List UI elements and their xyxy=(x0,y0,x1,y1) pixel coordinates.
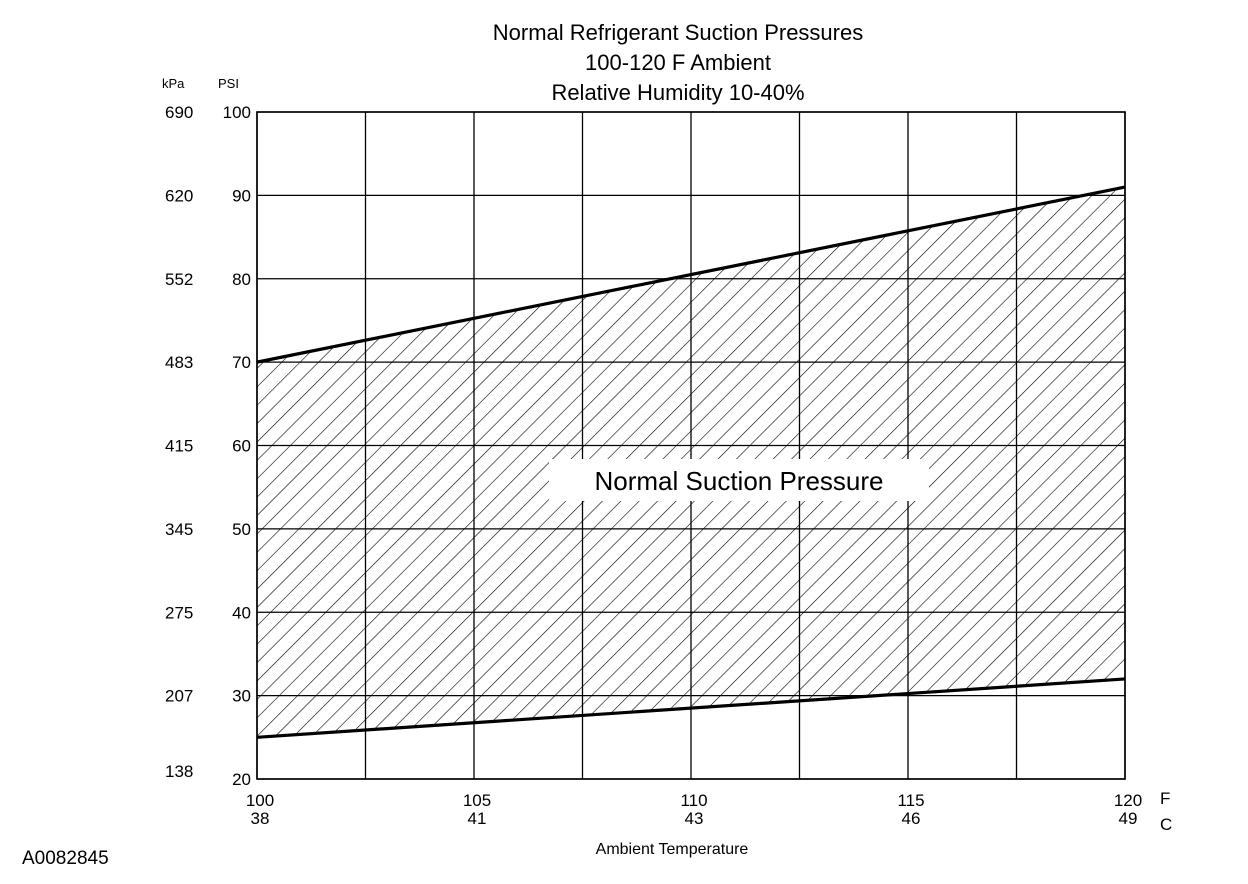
lower-limit-line xyxy=(256,677,1126,739)
y-tick-kpa: 138 xyxy=(165,762,193,781)
x-tick-f: 105 xyxy=(463,791,491,810)
y-tick-psi: 20 xyxy=(232,770,251,789)
y-tick-kpa: 690 xyxy=(165,103,193,122)
x-tick-c: 49 xyxy=(1119,809,1138,828)
y-tick-psi: 50 xyxy=(232,520,251,539)
y-tick-kpa: 345 xyxy=(165,520,193,539)
axis-label-layer: 20 138 30 207 40 275 50 345 60 415 70 483 80 552 90 620… xyxy=(162,76,1172,858)
y-tick-kpa: 552 xyxy=(165,270,193,289)
x-tick-c: 43 xyxy=(685,809,704,828)
y-tick-kpa: 275 xyxy=(165,603,193,622)
y-tick-psi: 70 xyxy=(232,353,251,372)
y-tick-kpa: 620 xyxy=(165,186,193,205)
y-tick-psi: 80 xyxy=(232,270,251,289)
figure-id: A0082845 xyxy=(22,848,109,869)
band-layer: Normal Suction Pressure xyxy=(256,185,1126,739)
chart-title-line-1: Normal Refrigerant Suction Pressures xyxy=(492,20,864,45)
x-unit-f: F xyxy=(1160,789,1170,808)
y-tick-kpa: 483 xyxy=(165,353,193,372)
band-label-background xyxy=(549,459,929,501)
x-unit-c: C xyxy=(1160,815,1172,834)
x-tick-c: 41 xyxy=(468,809,487,828)
y-unit-kpa: kPa xyxy=(162,76,185,91)
y-tick-psi: 30 xyxy=(232,687,251,706)
upper-limit-line xyxy=(256,185,1126,364)
x-tick-f: 110 xyxy=(680,791,707,810)
x-tick-c: 46 xyxy=(902,809,921,828)
y-tick-kpa: 415 xyxy=(165,437,193,456)
x-tick-f: 115 xyxy=(897,791,924,810)
y-tick-psi: 90 xyxy=(232,186,251,205)
chart-title-line-2: 100-120 F Ambient xyxy=(585,50,771,75)
y-tick-psi: 60 xyxy=(232,437,251,456)
x-tick-c: 38 xyxy=(251,809,270,828)
x-tick-f: 120 xyxy=(1114,791,1142,810)
x-axis-title: Ambient Temperature xyxy=(596,841,749,858)
x-tick-f: 100 xyxy=(246,791,274,810)
chart-title-line-3: Relative Humidity 10-40% xyxy=(551,80,805,105)
band-label: Normal Suction Pressure xyxy=(595,466,884,496)
y-tick-psi: 100 xyxy=(223,103,251,122)
y-unit-psi: PSI xyxy=(218,76,239,91)
y-tick-kpa: 207 xyxy=(165,687,193,706)
y-tick-psi: 40 xyxy=(232,603,251,622)
